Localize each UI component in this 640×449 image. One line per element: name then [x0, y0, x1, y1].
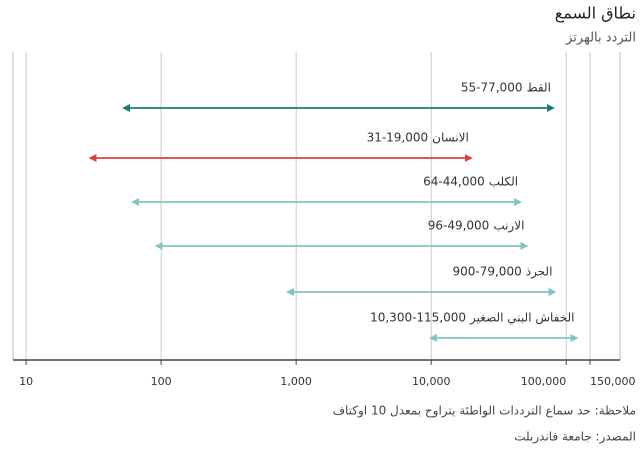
range-label: 10,300-115,000: [370, 311, 466, 325]
x-tick-label: 1,000: [280, 375, 312, 388]
range-name: الارنب: [493, 219, 524, 234]
range-name: الكلب: [489, 175, 518, 189]
range-label: 96-49,000: [428, 219, 490, 233]
x-tick-label: 100,000: [521, 375, 567, 388]
x-tick-label: 10: [19, 375, 33, 388]
x-tick-label: 10,000: [412, 375, 451, 388]
range-name: الانسان: [432, 131, 469, 145]
range-name: القط: [526, 81, 550, 95]
range-label: 31-19,000: [367, 131, 429, 145]
note: ملاحظة: حد سماع الترددات الواطئة يتراوح …: [333, 404, 636, 419]
range-name: الجرذ: [526, 265, 553, 280]
chart-title: نطاق السمع: [555, 4, 636, 24]
range-name: الخفاش البني الصغير: [469, 311, 574, 326]
chart-subtitle: التردد بالهرتز: [565, 31, 636, 46]
x-tick-label: 150,000: [590, 375, 636, 388]
range-label: 55-77,000: [461, 81, 523, 95]
range-label: 64-44,000: [423, 175, 485, 189]
range-label: 900-79,000: [452, 265, 521, 279]
source: المصدر: جامعة فاندربلت: [514, 430, 636, 445]
x-tick-label: 100: [151, 375, 172, 388]
